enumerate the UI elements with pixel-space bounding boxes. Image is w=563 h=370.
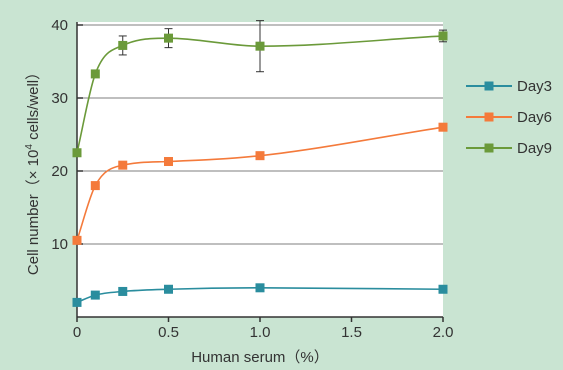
data-point-day3-1 [90,290,100,300]
data-point-day3-5 [438,284,448,294]
data-point-day3-3 [164,284,173,294]
data-point-day6-1 [90,181,100,191]
x-tick-label-4: 2.0 [433,324,454,341]
legend-marker-day6 [484,112,494,122]
y-tick-label-40: 40 [51,17,68,34]
axes: 10 20 30 40 0 0.5 1.0 1.5 2.0 [51,17,453,341]
x-tick-label-3: 1.5 [341,324,362,341]
legend-label-day9: Day9 [517,140,552,157]
legend-marker-day3 [484,81,494,91]
y-axis-title: Cell number（× 104 cells/well） [24,65,42,275]
data-point-day6-5 [438,122,448,132]
x-tick-label-1: 0.5 [158,324,179,341]
legend-label-day3: Day3 [517,78,552,95]
data-point-day3-4 [255,283,265,293]
data-point-day9-2 [118,40,128,50]
data-point-day6-2 [118,160,128,170]
data-point-day3-2 [118,286,128,296]
legend-marker-day9 [484,143,494,153]
legend-item-day9: Day9 [466,140,552,157]
data-point-day6-3 [164,157,173,167]
y-axis-title-superscript: 4 [24,144,35,150]
y-axis-title-prefix: Cell number（× 10 [25,150,42,275]
data-point-day6-4 [255,151,265,161]
data-point-day6-0 [72,235,82,245]
series-day6 [72,122,448,245]
data-point-day9-5 [438,31,448,41]
y-axis-title-suffix: cells/well） [25,65,42,144]
x-axis-title: Human serum（%） [191,349,329,366]
series-day9 [72,20,448,158]
data-point-day3-0 [72,297,82,307]
legend-item-day6: Day6 [466,109,552,126]
series-line-day9 [76,35,444,153]
x-tick-label-2: 1.0 [250,324,271,341]
y-tick-label-30: 30 [51,90,68,107]
data-point-day9-4 [255,41,265,51]
legend-item-day3: Day3 [466,78,552,95]
legend: Day3 Day6 Day9 [466,78,552,157]
x-tick-label-0: 0 [73,324,81,341]
data-series [72,20,448,307]
data-point-day9-0 [72,148,82,158]
data-point-day9-3 [164,33,173,43]
data-point-day9-1 [90,69,100,79]
y-tick-label-10: 10 [51,236,68,253]
legend-label-day6: Day6 [517,109,552,126]
series-day3 [72,283,448,307]
y-tick-label-20: 20 [51,163,68,180]
